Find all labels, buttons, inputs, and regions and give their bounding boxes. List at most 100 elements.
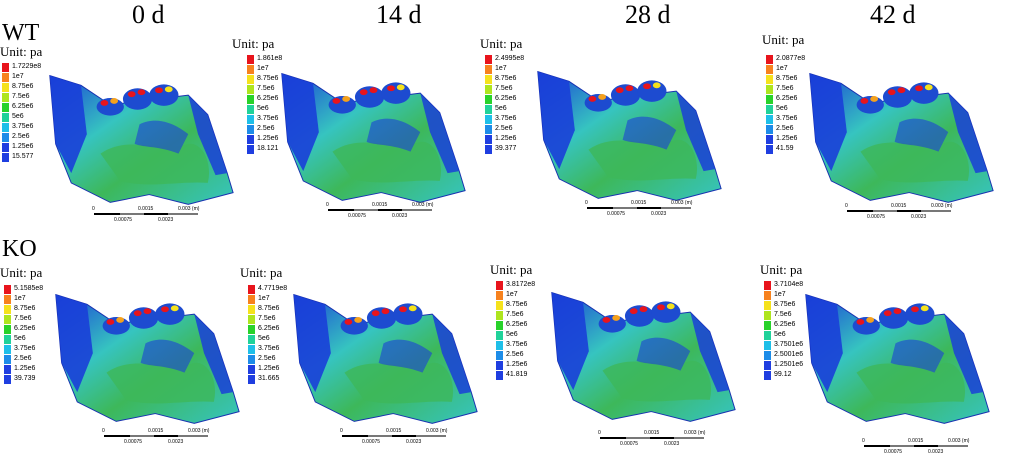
legend-swatch <box>764 300 771 310</box>
legend-swatch <box>4 304 11 314</box>
legend-row: 3.75e6 <box>4 344 43 354</box>
legend-swatch <box>247 84 254 94</box>
stress-legend-ko-3: 3.7104e8 1e7 8.75e6 7.5e6 6.25e6 5e6 3.7501e6 2… <box>764 280 803 380</box>
scale-segment <box>674 437 704 439</box>
legend-value: 8.75e6 <box>12 83 34 90</box>
scale-tick-label: 0.00075 <box>124 439 143 445</box>
legend-row: 39.377 <box>485 144 524 154</box>
legend-row: 5.1585e8 <box>4 284 43 294</box>
legend-value: 5.1585e8 <box>14 285 44 292</box>
legend-swatch <box>247 104 254 114</box>
legend-row: 6.25e6 <box>485 94 524 104</box>
scale-tick-label: 0.00075 <box>348 213 367 219</box>
legend-value: 1.25e6 <box>257 135 279 142</box>
legend-value: 7.5e6 <box>12 93 30 100</box>
legend-swatch <box>4 334 11 344</box>
legend-value: 2.5e6 <box>776 125 794 132</box>
legend-value: 7.5e6 <box>506 311 524 318</box>
legend-value: 39.739 <box>14 375 36 382</box>
legend-row: 6.25e6 <box>766 94 805 104</box>
legend-row: 8.75e6 <box>2 82 41 92</box>
scale-segment <box>661 207 691 209</box>
scale-tick-label: 0.003 (m) <box>188 428 210 434</box>
mandible-model-wt-3 <box>809 72 994 203</box>
legend-row: 8.75e6 <box>766 74 805 84</box>
legend-swatch <box>485 94 492 104</box>
row-label-ko: KO <box>2 236 37 262</box>
legend-value: 3.75e6 <box>14 345 36 352</box>
legend-swatch <box>247 64 254 74</box>
legend-row: 1.25e6 <box>248 364 287 374</box>
legend-value: 1.25e6 <box>14 365 36 372</box>
legend-swatch <box>496 300 503 310</box>
legend-row: 6.25e6 <box>248 324 287 334</box>
legend-value: 8.75e6 <box>257 75 279 82</box>
scale-segment <box>650 437 674 439</box>
legend-swatch <box>766 54 773 64</box>
legend-swatch <box>248 364 255 374</box>
column-header-0d: 0 d <box>132 0 165 29</box>
legend-value: 5e6 <box>776 105 788 112</box>
scale-tick-label: 0.0023 <box>158 217 174 223</box>
legend-swatch <box>496 280 503 290</box>
stress-legend-wt-2: 2.4995e8 1e7 8.75e6 7.5e6 6.25e6 5e6 3.75e6 2.5… <box>485 54 524 154</box>
legend-swatch <box>2 142 9 152</box>
scale-tick-label: 0.0023 <box>651 211 667 217</box>
scale-tick-label: 0.003 (m) <box>948 438 970 444</box>
legend-swatch <box>4 314 11 324</box>
legend-swatch <box>496 310 503 320</box>
legend-value: 3.7501e6 <box>774 341 804 348</box>
scale-tick-label: 0 <box>598 430 601 436</box>
legend-row: 7.5e6 <box>766 84 805 94</box>
unit-label: Unit: pa <box>480 36 523 51</box>
scale-segment <box>342 435 368 437</box>
legend-value: 2.0877e8 <box>776 55 806 62</box>
scale-segment <box>104 435 130 437</box>
scale-tick-label: 0.00075 <box>884 449 903 455</box>
scale-tick-label: 0.00075 <box>362 439 381 445</box>
legend-row: 41.819 <box>496 370 535 380</box>
legend-swatch <box>4 354 11 364</box>
scale-segment <box>587 207 613 209</box>
legend-swatch <box>2 62 9 72</box>
scale-bar-wt-2: 0 0.0015 0.003 (m) 0.00075 0.0023 <box>585 200 695 226</box>
legend-value: 1.25e6 <box>12 143 34 150</box>
legend-value: 6.25e6 <box>506 321 528 328</box>
legend-row: 1.7229e8 <box>2 62 41 72</box>
legend-value: 1e7 <box>495 65 507 72</box>
scale-segment <box>402 209 432 211</box>
legend-row: 5e6 <box>766 104 805 114</box>
legend-row: 7.5e6 <box>4 314 43 324</box>
legend-value: 2.5e6 <box>12 133 30 140</box>
legend-row: 2.5e6 <box>485 124 524 134</box>
scale-tick-label: 0.003 (m) <box>178 206 200 212</box>
legend-value: 5e6 <box>257 105 269 112</box>
legend-value: 1e7 <box>257 65 269 72</box>
legend-swatch <box>764 290 771 300</box>
mandible-model-wt-2 <box>537 70 722 201</box>
legend-row: 6.25e6 <box>764 320 803 330</box>
legend-value: 3.8172e8 <box>506 281 536 288</box>
legend-swatch <box>766 84 773 94</box>
legend-row: 1e7 <box>247 64 282 74</box>
legend-row: 1e7 <box>766 64 805 74</box>
legend-swatch <box>764 370 771 380</box>
legend-value: 2.5e6 <box>506 351 524 358</box>
legend-value: 8.75e6 <box>774 301 796 308</box>
legend-row: 7.5e6 <box>485 84 524 94</box>
legend-row: 1.25e6 <box>766 134 805 144</box>
scale-segment <box>378 209 402 211</box>
legend-value: 3.75e6 <box>12 123 34 130</box>
legend-swatch <box>2 152 9 162</box>
scale-tick-label: 0.00075 <box>114 217 133 223</box>
legend-row: 7.5e6 <box>496 310 535 320</box>
legend-row: 5e6 <box>485 104 524 114</box>
legend-swatch <box>764 330 771 340</box>
scale-tick-label: 0.0015 <box>908 438 924 444</box>
legend-value: 6.25e6 <box>257 95 279 102</box>
legend-swatch <box>248 344 255 354</box>
legend-value: 3.75e6 <box>495 115 517 122</box>
legend-value: 2.5e6 <box>258 355 276 362</box>
legend-swatch <box>496 330 503 340</box>
legend-value: 31.665 <box>258 375 280 382</box>
